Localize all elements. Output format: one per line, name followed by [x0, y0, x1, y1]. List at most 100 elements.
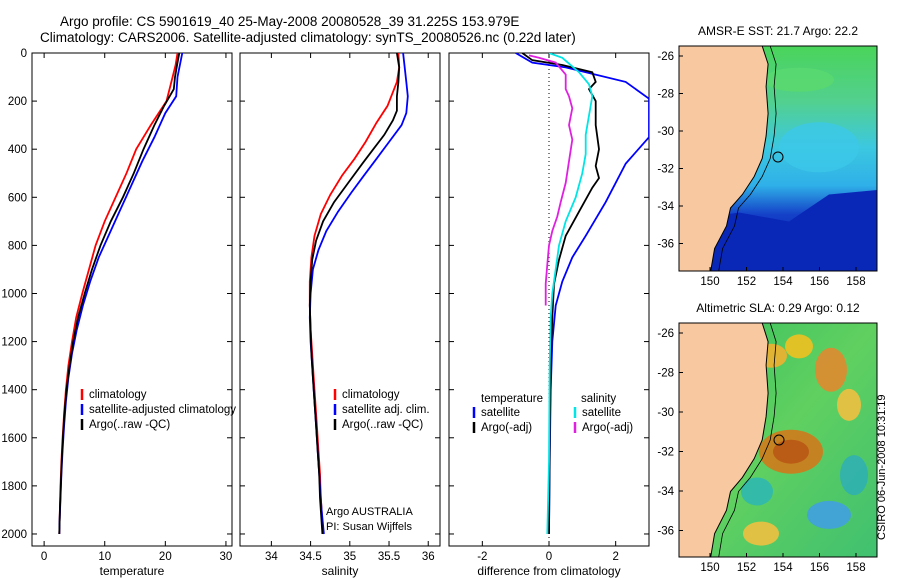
x-tick-label: 0 — [41, 551, 47, 563]
legend-title-salinity: salinity — [581, 393, 616, 405]
map-y-tick-label: -32 — [657, 164, 674, 176]
argo-float-marker — [772, 151, 784, 163]
legend-label: climatology — [89, 389, 147, 401]
y-tick-label: 1200 — [1, 337, 27, 349]
x-tick-label: 34 — [265, 551, 278, 563]
y-tick-label: 400 — [8, 144, 27, 156]
legend-label: Argo(-adj) — [582, 422, 633, 434]
map-x-tick-label: 158 — [846, 562, 865, 574]
map-title: AMSR-E SST: 21.7 Argo: 22.2 — [698, 24, 858, 38]
sla-map: Altimetric SLA: 0.29 Argo: 0.12 150 152 154… — [657, 301, 878, 574]
legend-label: satellite adj. clim. — [342, 404, 430, 416]
y-tick-label: 1600 — [1, 433, 27, 445]
sla-anomaly — [837, 388, 861, 421]
legend-label: satellite — [481, 407, 520, 419]
x-tick-label: 35 — [343, 551, 356, 563]
map-y-tick-label: -36 — [657, 239, 674, 251]
map-y-tick-label: -26 — [657, 51, 674, 63]
timestamp-label: CSIRO 06-Jun-2008 10:31:19 — [876, 394, 888, 540]
x-axis-label: difference from climatology — [477, 564, 620, 578]
legend-label: climatology — [342, 389, 400, 401]
map-y-tick-label: -32 — [657, 447, 674, 459]
legend-label: satellite — [582, 407, 621, 419]
y-tick-label: 1000 — [1, 288, 27, 300]
legend-label: Argo(-adj) — [481, 422, 532, 434]
figure-title-line1: Argo profile: CS 5901619_40 25-May-2008 … — [60, 14, 520, 29]
land-mass — [679, 323, 769, 557]
x-tick-label: 20 — [159, 551, 172, 563]
y-tick-label: 1800 — [1, 481, 27, 493]
bathymetry-contour — [718, 46, 777, 271]
x-tick-label: 10 — [98, 551, 111, 563]
map-content — [679, 323, 877, 557]
map-content — [679, 46, 877, 271]
x-tick-label: 36 — [422, 551, 435, 563]
legend-label: Argo(..raw -QC) — [89, 419, 170, 431]
y-tick-label: 200 — [8, 96, 27, 108]
map-y-tick-label: -34 — [657, 201, 674, 213]
y-tick-label: 2000 — [1, 529, 27, 541]
legend-title-temperature: temperature — [481, 393, 543, 405]
sla-anomaly — [840, 455, 868, 496]
cold-water-patch — [679, 190, 877, 271]
map-x-tick-label: 154 — [773, 562, 793, 574]
map-x-tick-label: 156 — [810, 562, 829, 574]
series-line — [58, 53, 181, 535]
map-x-tick-label: 158 — [846, 276, 865, 288]
sst-eddy — [779, 122, 859, 173]
x-tick-label: 30 — [220, 551, 233, 563]
map-title: Altimetric SLA: 0.29 Argo: 0.12 — [696, 301, 860, 315]
map-y-tick-label: -28 — [657, 368, 674, 380]
y-tick-label: 600 — [8, 192, 27, 204]
map-y-tick-label: -34 — [657, 486, 674, 498]
map-y-tick-label: -28 — [657, 89, 674, 101]
sla-anomaly — [807, 500, 851, 529]
map-frame — [678, 322, 878, 558]
argo-float-marker — [773, 434, 785, 446]
map-frame — [678, 45, 878, 272]
map-y-tick-label: -36 — [657, 526, 674, 538]
map-x-tick-label: 156 — [810, 276, 829, 288]
series-line — [546, 53, 594, 535]
figure-title-line2: Climatology: CARS2006. Satellite-adjuste… — [40, 30, 576, 45]
map-x-tick-label: 150 — [700, 276, 719, 288]
x-tick-label: 34.5 — [299, 551, 321, 563]
plot-frame — [31, 52, 233, 547]
series-line — [521, 53, 600, 535]
temperature-profile: 0 10 20 30 temperature 0 200 400 600 800 1000 1200 1… — [1, 48, 236, 578]
map-x-tick-label: 154 — [773, 276, 793, 288]
map-x-tick-label: 152 — [737, 562, 756, 574]
bathymetry-contour — [718, 323, 777, 557]
sst-map: AMSR-E SST: 21.7 Argo: 22.2 150 152 154 156 1… — [657, 24, 878, 288]
sla-anomaly — [785, 334, 813, 359]
series-line — [308, 53, 401, 535]
agency-label: Argo AUSTRALIA — [326, 506, 413, 518]
x-tick-label: 0 — [546, 551, 552, 563]
x-tick-label: -2 — [477, 551, 487, 563]
x-axis-label: salinity — [322, 564, 359, 578]
sla-anomaly — [815, 347, 847, 392]
land-mass — [679, 46, 769, 271]
x-tick-label: 35.5 — [378, 551, 400, 563]
map-y-tick-label: -30 — [657, 407, 674, 419]
legend-label: satellite-adjusted climatology — [89, 404, 236, 416]
sla-anomaly — [773, 439, 809, 464]
series-line — [528, 54, 574, 306]
y-tick-label: 800 — [8, 240, 27, 252]
map-y-tick-label: -26 — [657, 328, 674, 340]
sst-warm-patch — [764, 67, 834, 92]
sla-anomaly — [741, 477, 773, 506]
plot-frame — [239, 52, 441, 547]
salinity-profile: 34 34.5 35 35.5 36 salinity climatology satelli… — [239, 52, 441, 578]
map-y-tick-label: -30 — [657, 126, 674, 138]
x-tick-label: 2 — [612, 551, 618, 563]
y-tick-label: 0 — [21, 48, 27, 60]
legend-label: Argo(..raw -QC) — [342, 419, 423, 431]
pi-label: PI: Susan Wijffels — [326, 521, 412, 533]
y-tick-label: 1400 — [1, 385, 27, 397]
map-x-tick-label: 152 — [737, 276, 756, 288]
sla-anomaly — [743, 521, 779, 546]
